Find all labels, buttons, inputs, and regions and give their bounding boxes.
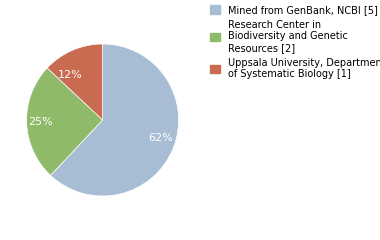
- Wedge shape: [51, 44, 179, 196]
- Text: 25%: 25%: [28, 117, 53, 126]
- Wedge shape: [27, 68, 103, 175]
- Text: 62%: 62%: [149, 133, 173, 143]
- Legend: Mined from GenBank, NCBI [5], Research Center in
Biodiversity and Genetic
Resour: Mined from GenBank, NCBI [5], Research C…: [210, 5, 380, 79]
- Wedge shape: [47, 44, 103, 120]
- Text: 12%: 12%: [58, 70, 83, 80]
